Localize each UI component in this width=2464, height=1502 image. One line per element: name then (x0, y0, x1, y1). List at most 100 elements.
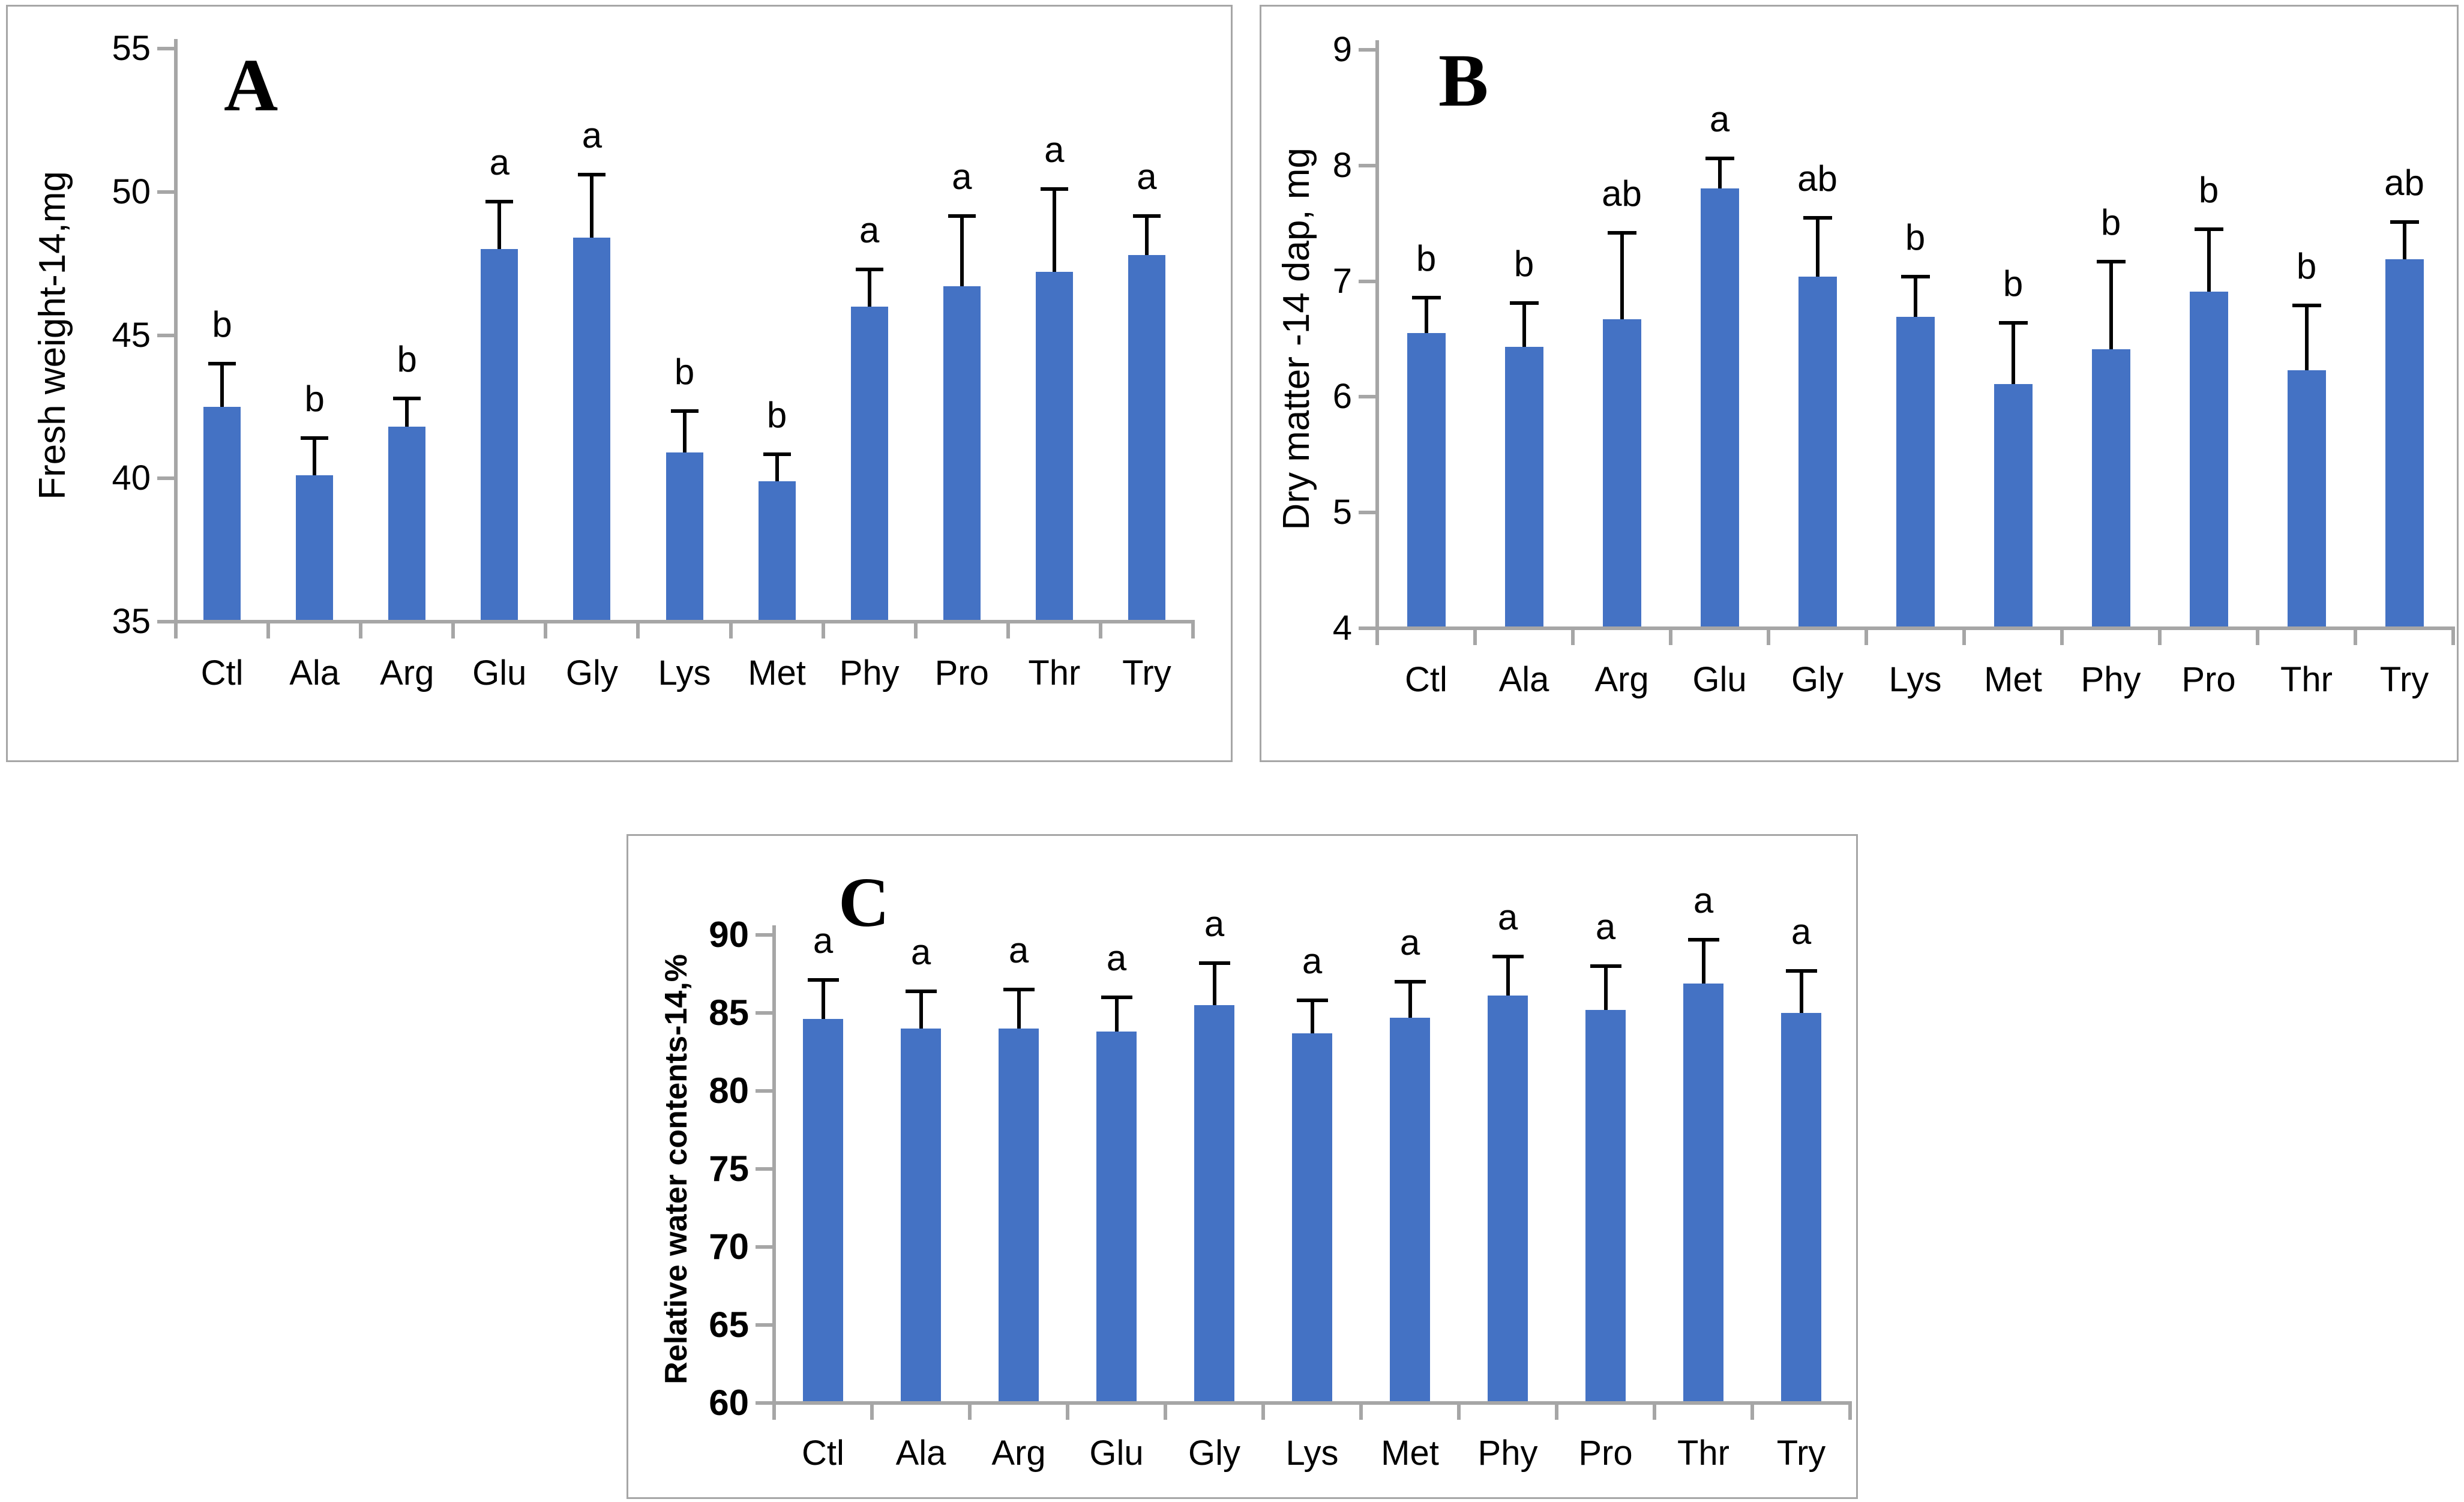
error-bar-line (497, 202, 502, 250)
y-tick-mark (756, 1401, 772, 1405)
y-tick-mark (157, 190, 174, 194)
y-axis-line (174, 39, 178, 623)
x-tick-mark (1571, 628, 1575, 645)
y-axis-line (772, 925, 776, 1405)
x-tick-mark (451, 622, 455, 638)
error-bar-line (313, 438, 317, 476)
x-category-label: Try (2379, 660, 2429, 699)
y-tick-mark (1359, 626, 1375, 630)
error-bar-line (1310, 1000, 1314, 1033)
x-tick-mark (1098, 622, 1102, 638)
y-tick-mark (157, 620, 174, 623)
error-bar-line (682, 411, 687, 453)
error-bar-line (1408, 982, 1412, 1018)
error-bar-cap (1296, 999, 1328, 1003)
error-bar-cap (1901, 274, 1930, 278)
x-category-label: Thr (1028, 653, 1081, 692)
x-category-label: Met (1381, 1434, 1439, 1473)
error-bar-line (1017, 990, 1021, 1029)
error-bar-cap (1705, 157, 1734, 161)
error-bar-line (2207, 229, 2211, 292)
y-tick-label: 9 (1332, 30, 1352, 69)
bar (1292, 1033, 1332, 1403)
y-tick-label: 45 (112, 315, 151, 355)
significance-letter: b (2296, 246, 2317, 287)
y-axis-title: Dry matter -14 dap, mg (1275, 148, 1317, 530)
error-bar-line (590, 175, 594, 238)
error-bar-line (220, 364, 224, 407)
x-category-label: Ctl (802, 1434, 844, 1473)
error-bar-cap (1509, 301, 1539, 305)
x-tick-mark (1473, 628, 1477, 645)
y-tick-mark (1359, 511, 1375, 515)
bar-chart-panel-c: Relative water contents-14,% C 90 85 80 75 70 6… (627, 834, 1858, 1499)
y-tick-label: 40 (112, 458, 151, 498)
error-bar-cap (1394, 980, 1426, 984)
error-bar-cap (2292, 304, 2321, 308)
significance-letter: b (1513, 244, 1534, 284)
x-tick-mark (1669, 628, 1672, 645)
x-tick-mark (1375, 628, 1379, 645)
bar (481, 249, 518, 622)
error-bar-cap (1785, 969, 1817, 973)
significance-letter: a (1044, 129, 1065, 170)
x-category-label: Lys (1889, 660, 1942, 699)
significance-letter: a (1204, 903, 1225, 944)
error-bar-line (1212, 963, 1216, 1005)
y-tick-label: 6 (1332, 377, 1352, 416)
x-tick-mark (2060, 628, 2064, 645)
error-bar-line (1506, 957, 1510, 996)
error-bar-cap (855, 267, 883, 271)
x-tick-mark (870, 1403, 874, 1420)
y-tick-mark (1359, 163, 1375, 167)
error-bar-line (405, 398, 409, 427)
error-bar-cap (1492, 955, 1524, 959)
bar (1798, 276, 1837, 628)
error-bar-line (2011, 323, 2015, 385)
x-category-label: Lys (658, 653, 711, 692)
error-bar-line (960, 216, 964, 287)
significance-letter: b (304, 379, 325, 419)
x-tick-mark (1653, 1403, 1656, 1420)
x-axis-line (1375, 626, 2455, 630)
error-bar-line (1799, 970, 1803, 1013)
error-bar-line (1815, 217, 1819, 277)
bar (2287, 370, 2326, 628)
error-bar-cap (208, 362, 236, 366)
significance-letter: a (859, 209, 880, 250)
x-tick-mark (1261, 1403, 1265, 1420)
x-tick-mark (1457, 1403, 1461, 1420)
y-tick-label: 5 (1332, 493, 1352, 532)
x-axis-line (174, 620, 1195, 623)
y-tick-mark (157, 47, 174, 50)
x-tick-mark (636, 622, 640, 638)
significance-letter: b (397, 338, 417, 379)
x-tick-mark (266, 622, 271, 638)
bar (2385, 259, 2424, 628)
bar (1390, 1017, 1430, 1403)
significance-letter: a (489, 142, 509, 183)
x-tick-mark (359, 622, 363, 638)
x-tick-mark (968, 1403, 972, 1420)
significance-letter: b (212, 304, 232, 345)
y-tick-label: 35 (112, 602, 151, 641)
significance-letter: b (1905, 217, 1926, 257)
significance-letter: a (1106, 938, 1127, 978)
panel-letter: B (1438, 40, 1489, 122)
x-tick-mark (1750, 1403, 1754, 1420)
panel-letter: C (838, 863, 890, 942)
significance-letter: a (813, 921, 834, 961)
significance-letter: a (1399, 922, 1420, 963)
x-category-label: Ctl (200, 653, 244, 692)
significance-letter: b (2198, 169, 2219, 210)
y-tick-label: 85 (709, 993, 749, 1033)
error-bar-line (1603, 966, 1608, 1010)
x-tick-mark (1848, 1403, 1852, 1420)
bar (1781, 1013, 1821, 1403)
bar (388, 427, 426, 622)
significance-letter: ab (1602, 173, 1642, 214)
x-category-label: Phy (2081, 660, 2141, 699)
significance-letter: b (2003, 263, 2024, 304)
x-category-label: Try (1122, 653, 1171, 692)
significance-letter: a (1497, 897, 1518, 938)
